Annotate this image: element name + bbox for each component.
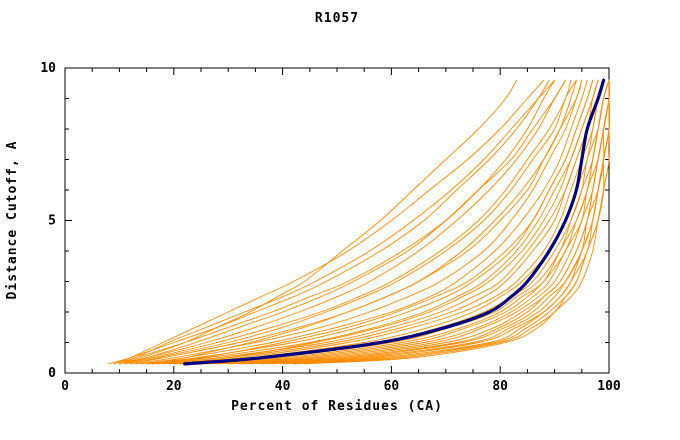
- x-axis-label: Percent of Residues (CA): [231, 399, 443, 414]
- model-curve: [195, 79, 610, 365]
- chart-title: R1057: [315, 11, 359, 26]
- model-curve: [113, 79, 556, 365]
- model-curve: [118, 79, 556, 365]
- model-curve: [282, 79, 610, 365]
- x-tick-label: 20: [166, 379, 182, 394]
- model-curve: [205, 79, 610, 365]
- model-curve: [146, 79, 594, 365]
- model-curve: [124, 79, 566, 365]
- model-curve: [140, 79, 588, 365]
- model-curve: [173, 79, 599, 365]
- y-tick-label: 10: [40, 61, 56, 76]
- model-curve: [124, 79, 572, 365]
- y-tick-label: 0: [48, 366, 56, 381]
- x-tick-label: 40: [275, 379, 291, 394]
- y-tick-label: 5: [48, 214, 56, 229]
- model-curve: [129, 79, 577, 365]
- model-curve: [178, 79, 610, 365]
- axis-tick-labels: 0 20 40 60 80 100 0 5 10: [40, 61, 621, 394]
- x-tick-label: 60: [384, 379, 400, 394]
- model-curve: [108, 79, 550, 365]
- y-axis-label: Distance Cutoff, A: [5, 141, 20, 300]
- model-curve: [303, 79, 610, 365]
- model-curve: [113, 79, 545, 365]
- model-curve: [173, 79, 605, 365]
- curves-layer: [108, 78, 610, 366]
- model-curve: [227, 79, 610, 365]
- x-tick-label: 0: [61, 379, 69, 394]
- model-curve: [118, 79, 566, 365]
- model-curve: [135, 79, 583, 365]
- x-tick-label: 80: [492, 379, 508, 394]
- reference-curve: [183, 78, 606, 366]
- model-curve: [249, 79, 610, 365]
- model-curve: [151, 79, 583, 365]
- x-tick-label: 100: [597, 379, 621, 394]
- model-curve: [167, 79, 605, 365]
- axis-ticks: [64, 67, 610, 374]
